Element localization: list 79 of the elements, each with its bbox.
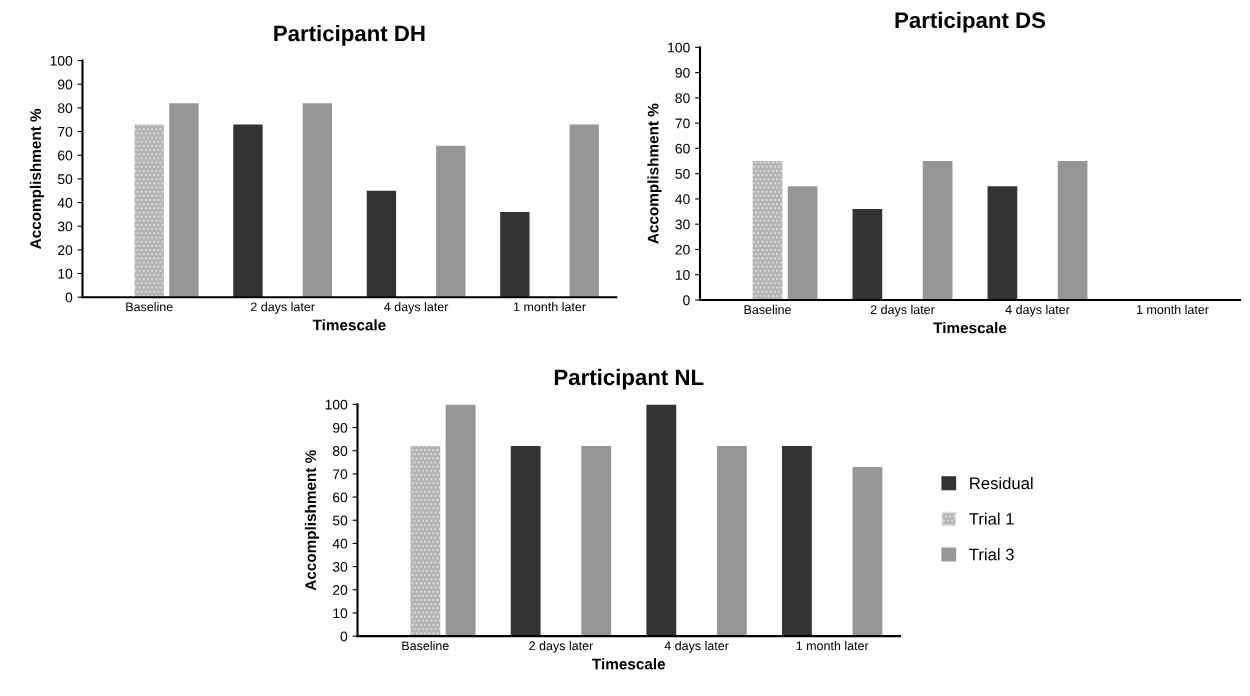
y-tick-label: 10 bbox=[333, 608, 348, 619]
y-tick-label: 0 bbox=[65, 292, 73, 303]
bar bbox=[410, 446, 441, 637]
y-tick-label: 10 bbox=[675, 270, 690, 280]
bar bbox=[169, 103, 199, 298]
y-axis-title: Accomplishment % bbox=[647, 103, 662, 244]
y-tick-label: 40 bbox=[57, 197, 73, 208]
y-tick-label: 30 bbox=[57, 221, 73, 232]
y-tick-label: 50 bbox=[675, 168, 690, 179]
y-tick-label: 0 bbox=[340, 631, 348, 642]
bar bbox=[510, 446, 541, 637]
legend-label: Trial 3 bbox=[969, 548, 1014, 561]
bar bbox=[436, 145, 466, 298]
bar bbox=[716, 446, 747, 637]
y-tick-label: 30 bbox=[332, 561, 348, 572]
x-tick-label: Baseline bbox=[402, 641, 449, 651]
bar bbox=[366, 190, 397, 298]
bar bbox=[134, 124, 164, 298]
bar bbox=[569, 124, 599, 298]
y-tick-label: 60 bbox=[675, 143, 690, 154]
bar bbox=[1057, 161, 1088, 300]
y-tick-label: 40 bbox=[675, 194, 690, 205]
y-tick-label: 100 bbox=[668, 42, 690, 53]
y-axis-title: Accomplishment % bbox=[304, 450, 320, 591]
bar bbox=[500, 212, 530, 298]
y-tick-label: 70 bbox=[58, 126, 73, 137]
y-axis-title: Accomplishment % bbox=[29, 108, 45, 249]
x-tick-label: 2 days later bbox=[870, 304, 935, 317]
y-tick-label: 90 bbox=[57, 79, 73, 90]
y-tick-label: 50 bbox=[332, 515, 348, 526]
x-tick-label: 2 days later bbox=[250, 302, 315, 314]
x-tick-label: 4 days later bbox=[1005, 304, 1070, 317]
legend-label: Trial 1 bbox=[969, 512, 1014, 525]
y-tick-label: 60 bbox=[58, 150, 73, 161]
y-tick-label: 80 bbox=[675, 93, 690, 104]
y-tick-label: 100 bbox=[50, 55, 73, 66]
y-tick-label: 60 bbox=[333, 492, 348, 503]
y-tick-label: 20 bbox=[58, 245, 73, 256]
x-tick-label: 1 month later bbox=[514, 302, 586, 312]
y-tick-label: 20 bbox=[675, 244, 690, 255]
x-axis-title: Timescale bbox=[592, 658, 666, 670]
x-axis-title: Timescale bbox=[933, 322, 1007, 334]
bar bbox=[782, 446, 812, 637]
y-tick-label: 50 bbox=[57, 174, 73, 185]
x-tick-label: 4 days later bbox=[664, 641, 729, 653]
legend-label: Residual bbox=[970, 476, 1033, 490]
y-tick-label: 90 bbox=[675, 67, 690, 78]
x-tick-label: 2 days later bbox=[529, 641, 594, 653]
y-tick-label: 10 bbox=[58, 268, 73, 279]
bar bbox=[852, 209, 883, 300]
bar bbox=[646, 404, 677, 637]
y-tick-label: 0 bbox=[683, 295, 690, 306]
x-tick-label: Baseline bbox=[126, 302, 173, 312]
y-tick-label: 30 bbox=[675, 219, 690, 230]
bar bbox=[233, 124, 263, 298]
bar bbox=[302, 103, 333, 298]
y-tick-label: 90 bbox=[332, 422, 348, 433]
bar bbox=[752, 161, 783, 300]
y-tick-label: 40 bbox=[332, 538, 348, 549]
bar bbox=[922, 161, 953, 300]
y-tick-label: 80 bbox=[332, 446, 348, 456]
x-tick-label: 1 month later bbox=[796, 641, 869, 651]
x-tick-label: 4 days later bbox=[384, 302, 449, 314]
chart-title: Participant NL bbox=[554, 368, 704, 390]
y-tick-label: 100 bbox=[325, 399, 348, 410]
y-tick-label: 20 bbox=[333, 585, 348, 595]
chart-title: Participant DS bbox=[895, 11, 1046, 33]
x-axis-title: Timescale bbox=[312, 319, 386, 331]
y-tick-label: 80 bbox=[57, 103, 73, 114]
x-tick-label: 1 month later bbox=[1136, 304, 1209, 315]
bar bbox=[852, 466, 883, 637]
bar bbox=[987, 186, 1018, 300]
bar bbox=[787, 186, 818, 300]
bar bbox=[445, 404, 476, 637]
bar bbox=[581, 446, 612, 637]
y-tick-label: 70 bbox=[675, 118, 690, 129]
y-tick-label: 70 bbox=[333, 469, 348, 480]
x-tick-label: Baseline bbox=[744, 304, 791, 315]
chart-title: Participant DH bbox=[274, 25, 425, 46]
